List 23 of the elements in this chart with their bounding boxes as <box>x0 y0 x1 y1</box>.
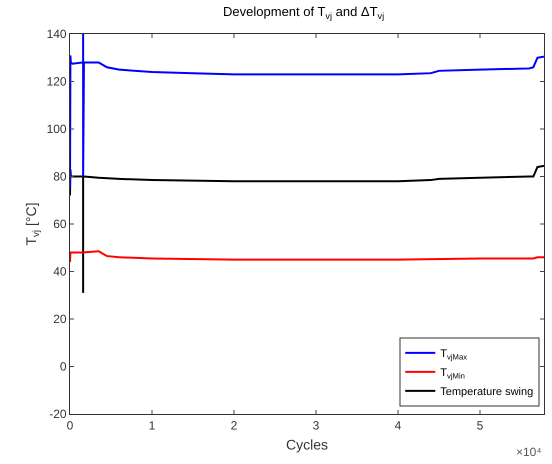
x-tick-label: 4 <box>394 418 402 432</box>
y-tick-label: 60 <box>53 217 67 232</box>
chart-title: Development of T$_{vj}$ and ΔT$_{vj}$ <box>223 4 384 21</box>
y-tick-label: 0 <box>60 360 67 374</box>
legend-label: T$_{vjMax}$ <box>440 348 468 362</box>
y-tick-label: -20 <box>49 407 67 422</box>
line-series <box>70 164 544 294</box>
y-tick-label: 120 <box>46 74 67 89</box>
x-tick-label: 2 <box>230 418 238 432</box>
line-series <box>70 250 544 263</box>
line-series <box>70 34 544 190</box>
x-tick-label: 1 <box>148 418 156 432</box>
y-tick-label: 40 <box>53 264 67 279</box>
legend-label: Temperature swing <box>440 386 534 398</box>
y-tick-label: 140 <box>46 27 67 42</box>
y-tick-label: 20 <box>53 312 67 326</box>
y-tick-label: 100 <box>46 122 67 136</box>
x-tick-label: 3 <box>312 418 320 432</box>
legend-label: T$_{vjMin}$ <box>440 367 465 380</box>
text: ×10⁴ <box>516 445 542 459</box>
x-axis-title: Cycles <box>286 436 328 453</box>
y-tick-label: 80 <box>53 170 67 184</box>
x-tick-label: 5 <box>476 418 484 432</box>
